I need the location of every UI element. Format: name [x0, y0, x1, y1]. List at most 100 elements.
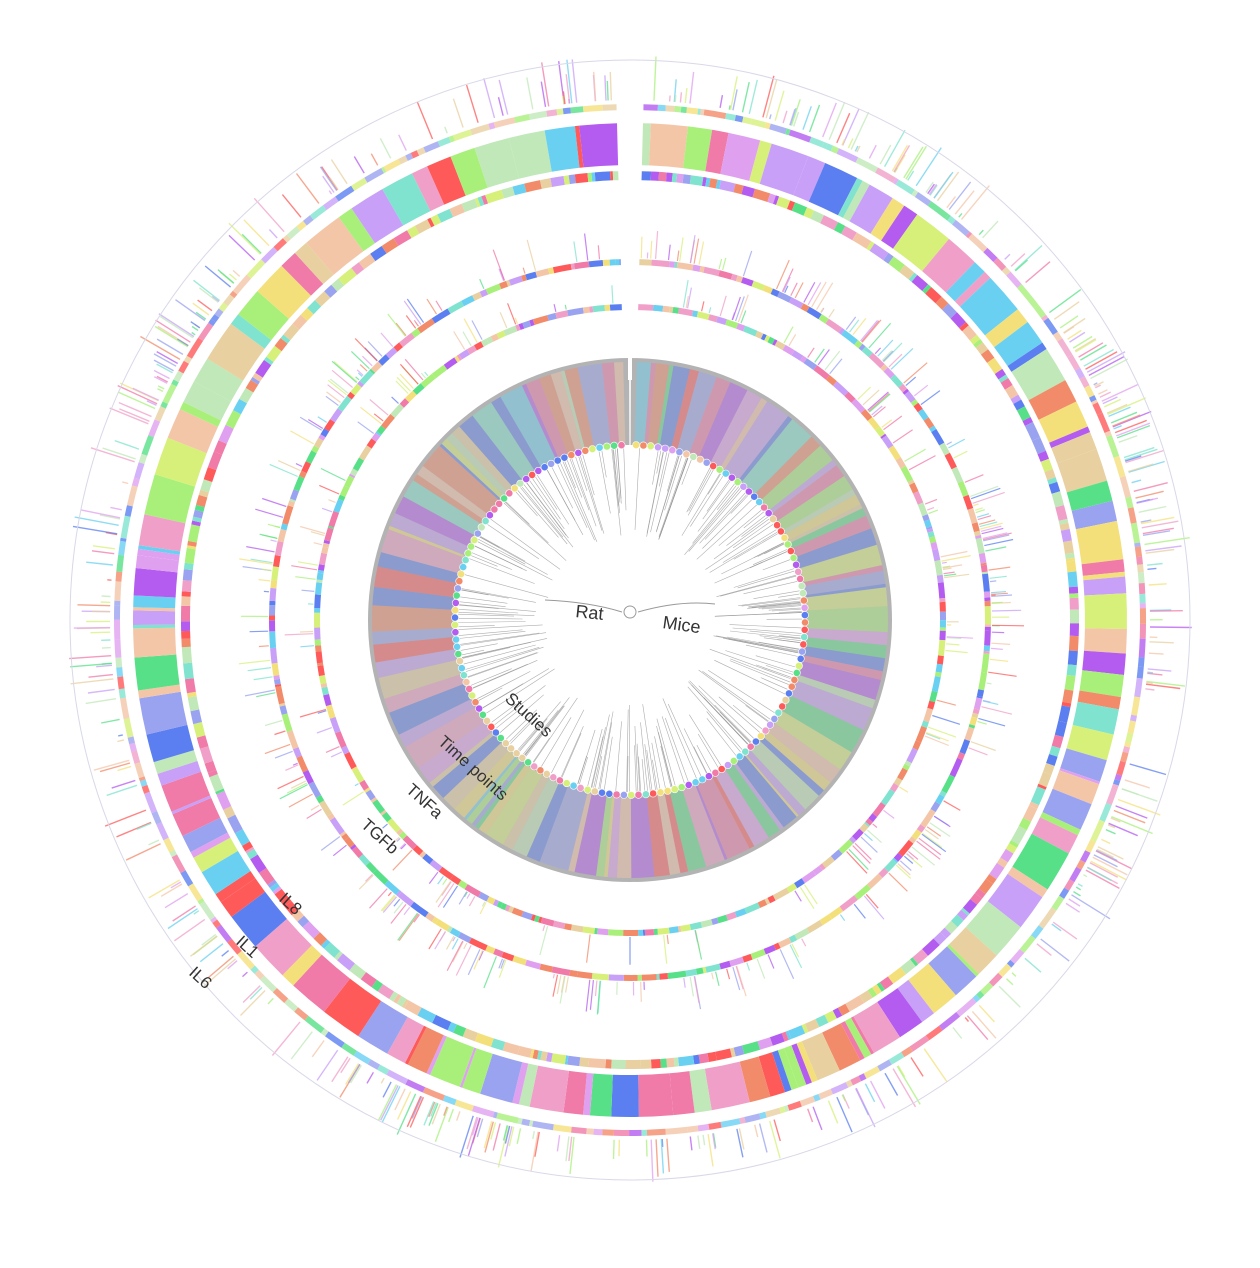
tgfb-segment [841, 329, 858, 345]
tgfb-segment [615, 259, 620, 266]
study-dot [473, 529, 482, 538]
tree-branch [599, 722, 613, 790]
il6-segment [353, 1050, 371, 1065]
middle-bar [888, 872, 908, 892]
tree-branch [745, 644, 799, 657]
outer-bar [153, 369, 170, 380]
il6-segment [972, 994, 981, 1003]
tnfa-segment [865, 818, 873, 826]
study-dot [741, 747, 750, 756]
study-dot [470, 536, 479, 544]
il1-segment [888, 256, 905, 273]
tnfa-segment [480, 338, 489, 347]
tgfb-segment [535, 268, 550, 278]
study-dot [549, 773, 558, 782]
outer-bar [1140, 516, 1175, 525]
middle-bar [426, 298, 438, 315]
outer-bar [132, 387, 159, 401]
middle-bar [991, 594, 1013, 597]
outer-bar [828, 101, 846, 140]
middle-bar [244, 689, 275, 697]
tree-branch [482, 683, 524, 709]
time-point-segment [372, 605, 453, 632]
il6-segment [1051, 895, 1065, 911]
study-dot [505, 489, 514, 498]
il1-segment [651, 1059, 661, 1069]
time-point-segment [797, 675, 876, 709]
middle-bar [387, 891, 392, 897]
tree-branch [517, 489, 559, 538]
outer-bar [1051, 923, 1062, 932]
il8-segment [853, 1002, 900, 1053]
tree-branch [532, 478, 561, 520]
tgfb-segment [742, 953, 753, 963]
middle-bar [526, 239, 537, 271]
outer-bar [156, 350, 179, 365]
il8-segment [1081, 559, 1125, 576]
tgfb-segment [324, 419, 336, 432]
study-dot [789, 554, 798, 562]
tgfb-segment [525, 271, 538, 281]
tree-branch [683, 728, 708, 775]
middle-bar [367, 341, 383, 357]
tnfa-segment [936, 574, 944, 583]
inner-bar [854, 842, 872, 861]
tree-branch [578, 455, 603, 531]
il1-segment [370, 246, 387, 262]
middle-bar [924, 829, 939, 840]
il6-segment [1127, 507, 1137, 524]
middle-bar [573, 241, 578, 262]
time-point-segment [677, 371, 717, 453]
middle-bar [285, 764, 299, 771]
il1-segment [188, 524, 201, 543]
outer-bar [748, 79, 758, 115]
middle-bar [500, 959, 505, 969]
outer-bar [655, 1139, 659, 1177]
time-point-segment [769, 460, 837, 514]
study-dot [524, 758, 532, 767]
il1-segment [272, 886, 282, 895]
outer-bar [855, 1087, 864, 1104]
middle-bar [882, 350, 894, 362]
il1-segment [198, 489, 209, 498]
middle-bar [820, 308, 824, 313]
middle-bar [877, 339, 894, 357]
outer-bar [928, 183, 938, 196]
middle-bar [981, 706, 1013, 715]
tnfa-segment [888, 445, 901, 461]
il6-segment [1067, 354, 1081, 371]
time-point-segment [503, 774, 549, 850]
middle-bar [989, 575, 1007, 579]
outer-bar [841, 108, 860, 146]
time-point-segment [439, 443, 501, 500]
time-point-segment [418, 721, 492, 783]
outer-bar [1149, 626, 1192, 629]
tree-branch [467, 652, 538, 678]
il1-segment [245, 846, 255, 854]
outer-bar [353, 156, 365, 174]
tree-branch [703, 697, 749, 745]
tnfa-segment [725, 319, 730, 326]
il1-segment [660, 1058, 668, 1068]
outer-bar [673, 79, 677, 102]
tree-branch [656, 450, 662, 474]
outer-bar [102, 447, 136, 460]
study-dot [646, 442, 655, 451]
outer-bar [1111, 816, 1153, 835]
tree-branch [521, 486, 564, 538]
time-point-segment [577, 363, 611, 446]
time-point-segment [646, 795, 670, 877]
tree-branch [575, 456, 588, 491]
tree-branch [519, 718, 548, 752]
il8-segment [161, 771, 211, 812]
outer-bar [1075, 886, 1082, 891]
tree-branch [591, 727, 606, 788]
middle-bar [911, 846, 936, 866]
study-dot [542, 770, 551, 778]
tgfb-segment [351, 846, 364, 858]
tnfa-segment [678, 307, 694, 317]
tgfb-segment [957, 752, 966, 761]
il6-segment [156, 822, 169, 841]
il1-segment [320, 939, 331, 949]
tgfb-segment [552, 263, 572, 274]
